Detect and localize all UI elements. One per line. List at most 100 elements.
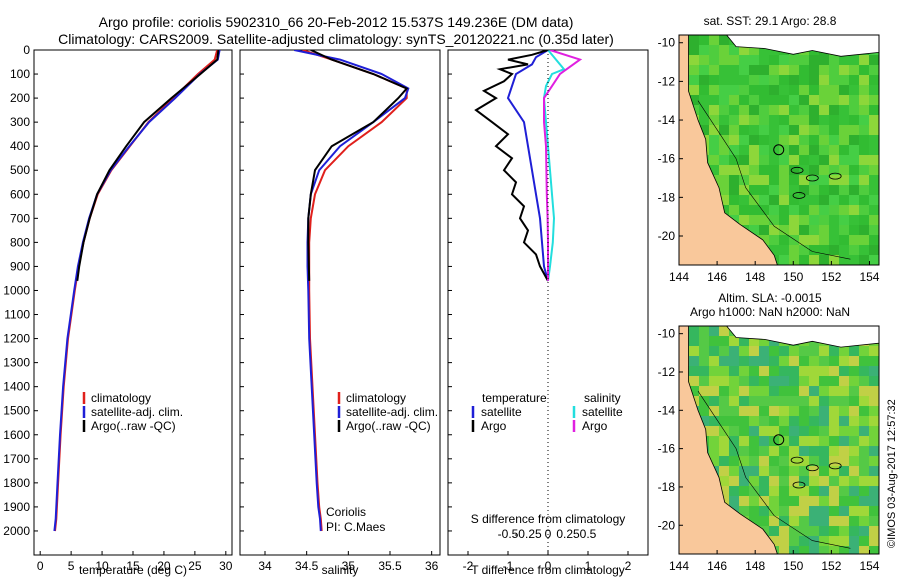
field-cell xyxy=(859,195,869,205)
field-cell xyxy=(819,446,829,456)
field-cell xyxy=(699,366,709,376)
field-cell xyxy=(759,436,769,446)
y-tick-label: -18 xyxy=(658,190,676,204)
field-cell xyxy=(789,376,799,386)
field-cell xyxy=(859,115,869,125)
field-cell xyxy=(789,416,799,426)
field-cell xyxy=(709,85,719,95)
x-tick-label: 144 xyxy=(669,270,689,284)
field-cell xyxy=(729,496,739,506)
field-cell xyxy=(789,396,799,406)
field-cell xyxy=(749,225,759,235)
field-cell xyxy=(769,95,779,105)
s-tick-label: 0.25 xyxy=(556,527,580,541)
field-cell xyxy=(769,85,779,95)
field-cell xyxy=(779,205,789,215)
field-cell xyxy=(739,336,749,346)
field-cell xyxy=(869,516,879,526)
s-tick-label: 0.5 xyxy=(580,527,597,541)
field-cell xyxy=(759,235,769,245)
series-line xyxy=(506,50,549,282)
field-cell xyxy=(729,336,739,346)
field-cell xyxy=(699,35,709,45)
field-cell xyxy=(789,506,799,516)
field-cell xyxy=(779,516,789,526)
field-cell xyxy=(809,456,819,466)
field-cell xyxy=(819,416,829,426)
field-cell xyxy=(819,135,829,145)
field-cell xyxy=(869,105,879,115)
legend-label-satellite: satellite-adj. clim. xyxy=(91,405,183,419)
field-cell xyxy=(699,396,709,406)
field-cell xyxy=(849,466,859,476)
field-cell xyxy=(749,145,759,155)
field-cell xyxy=(709,35,719,45)
field-cell xyxy=(809,486,819,496)
field-cell xyxy=(869,195,879,205)
field-cell xyxy=(839,406,849,416)
field-cell xyxy=(779,496,789,506)
land-area xyxy=(679,35,778,265)
field-cell xyxy=(829,436,839,446)
depth-tick-label: 1000 xyxy=(3,283,30,297)
x-tick-label: 15 xyxy=(126,559,140,573)
sla-map-subtitle: Argo h1000: NaN h2000: NaN xyxy=(690,305,850,319)
field-cell xyxy=(869,376,879,386)
field-cell xyxy=(849,536,859,546)
field-cell xyxy=(759,65,769,75)
field-cell xyxy=(799,205,809,215)
salinity-x-axis: 34 34.5 35 35.5 36 xyxy=(258,551,439,573)
field-cell xyxy=(779,195,789,205)
field-cell xyxy=(789,346,799,356)
field-cell xyxy=(689,336,699,346)
field-cell xyxy=(799,95,809,105)
sla-map-title: Altim. SLA: -0.0015 xyxy=(718,291,822,305)
field-cell xyxy=(719,376,729,386)
field-cell xyxy=(699,75,709,85)
field-cell xyxy=(859,376,869,386)
sla-map-frame xyxy=(678,325,880,555)
sst-map-frame xyxy=(678,34,880,266)
field-cell xyxy=(829,496,839,506)
field-cell xyxy=(709,326,719,336)
field-cell xyxy=(869,135,879,145)
field-cell xyxy=(749,115,759,125)
field-cell xyxy=(869,346,879,356)
field-cell xyxy=(799,215,809,225)
field-cell xyxy=(809,75,819,85)
field-cell xyxy=(779,446,789,456)
field-cell xyxy=(689,366,699,376)
field-cell xyxy=(789,115,799,125)
temperature-axis-label: temperature (deg C) xyxy=(79,563,187,577)
field-cell xyxy=(719,426,729,436)
field-cell xyxy=(839,456,849,466)
field-cell xyxy=(709,75,719,85)
field-cell xyxy=(839,75,849,85)
field-cell xyxy=(799,396,809,406)
x-tick-label: 1 xyxy=(585,559,592,573)
x-tick-label: 148 xyxy=(745,559,765,573)
pi-label: PI: C.Maes xyxy=(326,520,385,534)
field-cell xyxy=(789,225,799,235)
field-cell xyxy=(779,506,789,516)
field-cell xyxy=(759,165,769,175)
field-cell xyxy=(829,456,839,466)
field-cell xyxy=(759,125,769,135)
field-cell xyxy=(859,516,869,526)
field-cell xyxy=(709,45,719,55)
field-cell xyxy=(849,205,859,215)
field-cell xyxy=(829,125,839,135)
field-cell xyxy=(739,346,749,356)
field-cell xyxy=(759,105,769,115)
field-cell xyxy=(749,446,759,456)
field-cell xyxy=(849,526,859,536)
field-cell xyxy=(869,456,879,466)
field-cell xyxy=(839,476,849,486)
field-cell xyxy=(829,145,839,155)
field-cell xyxy=(759,145,769,155)
field-cell xyxy=(719,35,729,45)
field-cell xyxy=(759,85,769,95)
field-cell xyxy=(799,155,809,165)
field-cell xyxy=(849,155,859,165)
